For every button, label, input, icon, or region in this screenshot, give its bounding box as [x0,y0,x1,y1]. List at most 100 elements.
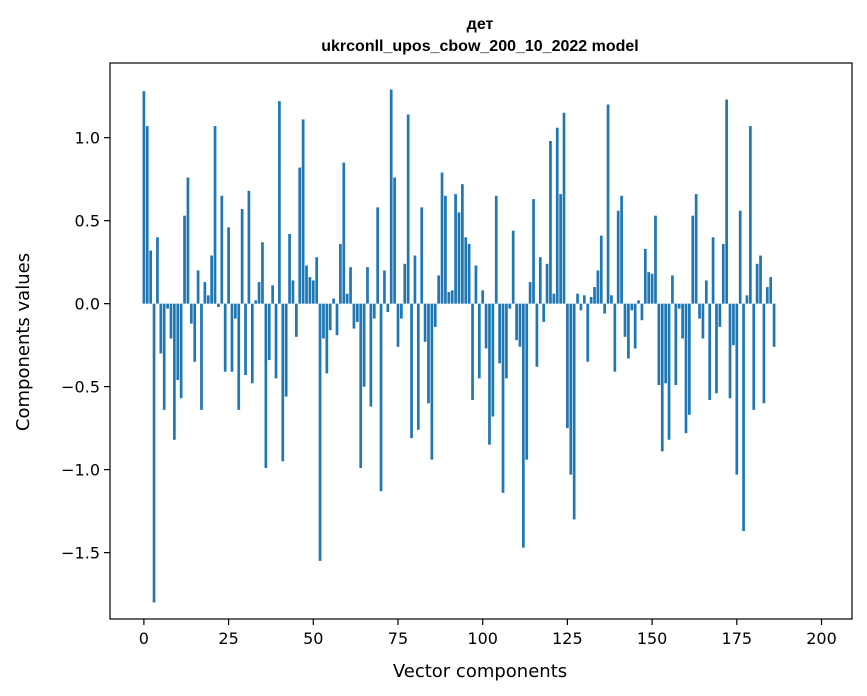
bar [501,303,505,493]
bar [322,303,325,339]
bar [582,295,586,304]
bar [535,303,539,367]
x-tick-label: 0 [139,629,149,648]
bar [664,303,668,384]
bar [186,177,190,304]
bar [420,207,424,304]
y-tick-label: 0.0 [75,295,100,314]
bar [749,126,752,304]
y-axis-ticks: −1.5 −1.0 −0.5 0.0 0.5 1.0 [61,129,110,563]
bar [620,195,623,304]
bar [660,303,664,452]
x-tick-label: 175 [722,629,753,648]
bar [559,194,562,304]
bar [423,303,427,342]
bar [284,303,288,397]
bar [298,167,302,304]
bar [369,303,373,407]
bar [572,303,576,520]
bar [166,303,169,309]
bar [396,303,400,347]
bar [765,287,769,304]
bar [623,303,627,337]
bar [359,303,363,468]
bar [335,303,339,336]
bar [728,303,732,399]
bar [477,303,481,379]
bar [505,303,508,379]
bar [352,303,356,329]
bar [613,303,617,372]
bar [589,297,593,304]
bar [657,303,661,385]
bar [247,190,251,304]
chart-title: дет [467,16,494,33]
bar [654,215,657,304]
bar [759,255,762,304]
bar [708,303,712,400]
bar [142,91,146,304]
bar [328,303,332,331]
bar [596,270,600,304]
bar [616,210,620,304]
bar [701,303,705,339]
bar [555,127,559,304]
bar [156,237,159,304]
bar [200,303,203,410]
bar [250,303,254,384]
bar [244,303,247,376]
bar [684,303,688,434]
bar [433,303,437,327]
bar [281,303,285,462]
bar [393,177,396,304]
bar [725,99,728,304]
bar [569,303,573,475]
bar [176,303,180,381]
bar [145,126,149,304]
bar [213,126,217,304]
bar [162,303,166,410]
bar [691,215,695,304]
y-tick-label: −1.5 [61,544,100,563]
bar [345,293,349,304]
bar [603,303,607,314]
bar [342,162,346,304]
bar [467,243,471,304]
bar [308,277,312,304]
bar [278,101,281,304]
bar [694,194,698,304]
bar [606,104,610,304]
bars-group [142,89,776,603]
bar [152,303,156,603]
bar [610,295,613,304]
bar [633,303,637,349]
bar [542,303,546,322]
bar [454,194,457,304]
bar [339,243,342,304]
bar [349,267,352,304]
bar [189,303,193,324]
bar [752,303,756,410]
bar [196,270,200,304]
bar [372,303,376,319]
bar [681,303,684,339]
bar [630,303,634,311]
bar [566,303,569,429]
chart-subtitle: ukrconll_upos_cbow_200_10_2022 model [321,38,638,55]
bar [650,273,654,304]
bar [532,199,535,304]
x-tick-label: 50 [303,629,323,648]
bar [267,303,271,361]
bar [721,243,725,304]
bar [528,282,532,304]
bar [518,303,522,347]
bar [637,300,640,304]
bar [688,303,691,415]
bar [769,277,773,304]
bar [173,303,176,440]
bar [484,303,488,349]
bar [562,112,566,304]
plot-frame [109,62,853,620]
bar [732,303,735,346]
bar [271,285,274,304]
